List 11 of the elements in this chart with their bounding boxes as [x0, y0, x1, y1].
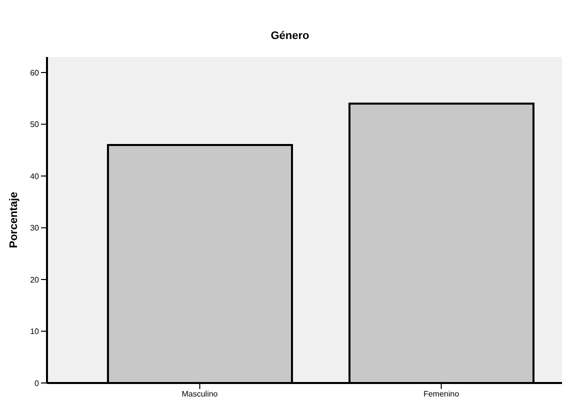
y-tick-label: 0: [34, 378, 40, 388]
chart-title: Género: [270, 30, 310, 42]
y-tick-label: 30: [30, 224, 40, 233]
y-tick-label: 60: [30, 68, 40, 78]
y-tick-label: 50: [30, 120, 40, 130]
y-tick-label: 20: [30, 275, 40, 284]
y-axis-title: Porcentaje: [8, 192, 20, 248]
x-tick-label: Masculino: [182, 390, 218, 399]
y-tick-label: 40: [30, 172, 40, 181]
y-tick-label: 10: [30, 327, 40, 336]
x-tick-label: Femenino: [423, 390, 460, 399]
